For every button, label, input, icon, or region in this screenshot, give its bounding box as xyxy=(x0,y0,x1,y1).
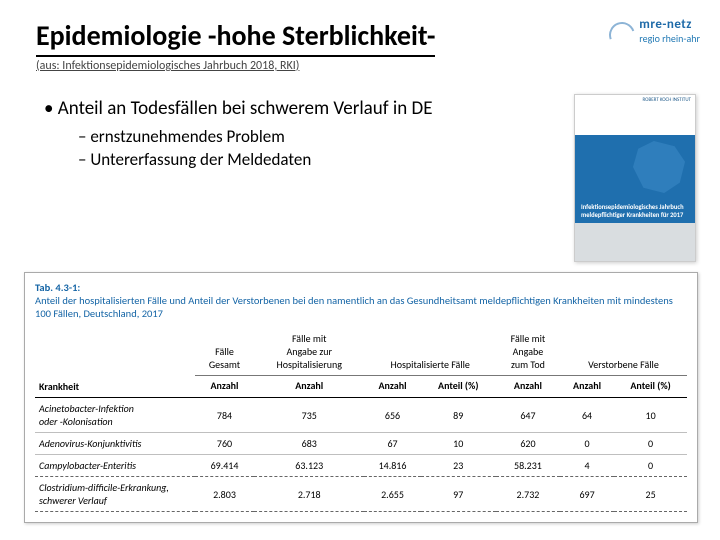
table-cell: 58.231 xyxy=(496,455,560,477)
grp-gesamt: Fälle Gesamt xyxy=(195,328,254,376)
table-cell: 0 xyxy=(614,455,687,477)
thumb-footer xyxy=(575,223,695,261)
table-cell: Acinetobacter-Infektion oder -Kolonisati… xyxy=(35,398,195,433)
logo-swirl-icon xyxy=(605,18,640,53)
table-cell: 760 xyxy=(195,433,254,455)
table-cell: Adenovirus-Konjunktivitis xyxy=(35,433,195,455)
table-row: Clostridium-difficile-Erkrankung, schwer… xyxy=(35,477,687,512)
table-cell: Campylobacter-Enteritis xyxy=(35,455,195,477)
table-cell: 4 xyxy=(560,455,614,477)
sub-anzahl: Anzahl xyxy=(496,376,560,398)
logo-region: regio rhein-ahr xyxy=(639,32,700,45)
table-cell: 620 xyxy=(496,433,560,455)
table-cell: Clostridium-difficile-Erkrankung, schwer… xyxy=(35,477,195,512)
table-cell: 0 xyxy=(614,433,687,455)
sub-anzahl: Anzahl xyxy=(254,376,364,398)
table-cell: 2.718 xyxy=(254,477,364,512)
table-cell: 683 xyxy=(254,433,364,455)
sub-anzahl: Anzahl xyxy=(364,376,420,398)
epidemiology-table: Krankheit Fälle Gesamt Fälle mit Angabe … xyxy=(35,328,687,512)
table-caption: Tab. 4.3-1: Anteil der hospitalisierten … xyxy=(35,281,687,320)
brand-logo: mre-netz regio rhein-ahr xyxy=(639,18,700,45)
slide-subtitle: (aus: Infektionsepidemiologisches Jahrbu… xyxy=(36,59,692,73)
table-cell: 656 xyxy=(364,398,420,433)
sub-anzahl: Anzahl xyxy=(560,376,614,398)
table-cell: 64 xyxy=(560,398,614,433)
thumb-brand: ROBERT KOCH INSTITUT xyxy=(575,95,695,109)
col-krankheit: Krankheit xyxy=(35,328,195,398)
table-caption-text: Anteil der hospitalisierten Fälle und An… xyxy=(35,294,673,320)
grp-hosp-angabe: Fälle mit Angabe zur Hospitalisierung xyxy=(254,328,364,376)
table-cell: 784 xyxy=(195,398,254,433)
grp-hospitalisierte: Hospitalisierte Fälle xyxy=(364,328,495,376)
table-cell: 25 xyxy=(614,477,687,512)
table-cell: 2.732 xyxy=(496,477,560,512)
table-cell: 735 xyxy=(254,398,364,433)
table-cell: 647 xyxy=(496,398,560,433)
germany-map-icon xyxy=(633,141,685,193)
table-cell: 69.414 xyxy=(195,455,254,477)
publication-thumbnail: ROBERT KOCH INSTITUT Infektionsepidemiol… xyxy=(574,94,696,262)
table-row: Campylobacter-Enteritis69.41463.12314.81… xyxy=(35,455,687,477)
table-cell: 14.816 xyxy=(364,455,420,477)
table-caption-label: Tab. 4.3-1: xyxy=(35,281,687,294)
sub-anteil: Anteil (%) xyxy=(421,376,496,398)
table-cell: 23 xyxy=(421,455,496,477)
table-cell: 10 xyxy=(614,398,687,433)
grp-tod-angabe: Fälle mit Angabe zum Tod xyxy=(496,328,560,376)
table-cell: 63.123 xyxy=(254,455,364,477)
data-table-panel: Tab. 4.3-1: Anteil der hospitalisierten … xyxy=(24,272,698,523)
table-cell: 2.803 xyxy=(195,477,254,512)
sub-anteil: Anteil (%) xyxy=(614,376,687,398)
table-cell: 67 xyxy=(364,433,420,455)
table-cell: 97 xyxy=(421,477,496,512)
table-cell: 697 xyxy=(560,477,614,512)
thumb-cover-text: Infektionsepidemiologisches Jahrbuch mel… xyxy=(581,204,689,219)
sub-anzahl: Anzahl xyxy=(195,376,254,398)
table-cell: 89 xyxy=(421,398,496,433)
grp-verstorbene: Verstorbene Fälle xyxy=(560,328,687,376)
table-cell: 2.655 xyxy=(364,477,420,512)
slide-title: Epidemiologie -hohe Sterblichkeit- xyxy=(36,18,435,57)
table-cell: 10 xyxy=(421,433,496,455)
table-cell: 0 xyxy=(560,433,614,455)
table-row: Adenovirus-Konjunktivitis760683671062000 xyxy=(35,433,687,455)
table-row: Acinetobacter-Infektion oder -Kolonisati… xyxy=(35,398,687,433)
logo-brand: mre-netz xyxy=(639,17,692,32)
thumb-cover-band: Infektionsepidemiologisches Jahrbuch mel… xyxy=(575,135,695,225)
